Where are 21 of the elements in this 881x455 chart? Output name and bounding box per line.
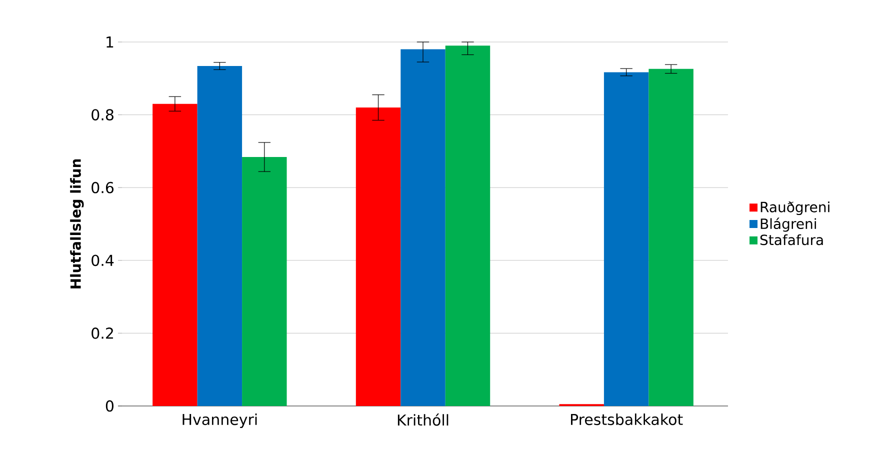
bar — [197, 66, 242, 406]
bar — [648, 68, 694, 406]
y-axis-title: Hlutfallsleg lifun — [70, 159, 84, 288]
y-tick-label: 0.2 — [92, 328, 113, 339]
y-tick-label: 0.6 — [92, 182, 114, 194]
x-tick-label: Hvanneyri — [182, 414, 257, 428]
y-tick-label: 0 — [106, 400, 114, 412]
y-tick-label: 1 — [106, 36, 114, 48]
bar — [152, 104, 198, 406]
legend-label: Rauðgreni — [760, 202, 830, 216]
bar — [356, 108, 401, 406]
x-tick-label: Prestsbakkakot — [571, 414, 683, 426]
bar — [400, 49, 446, 406]
legend-label: Blágreni — [760, 218, 816, 232]
bar — [604, 72, 649, 406]
y-tick-label: 0.8 — [92, 109, 114, 120]
y-tick-label: 0.4 — [92, 254, 114, 266]
legend-label: Stafafura — [760, 234, 823, 246]
bar — [445, 46, 490, 406]
x-tick-label: Krithóll — [398, 414, 448, 426]
bar — [242, 157, 287, 406]
